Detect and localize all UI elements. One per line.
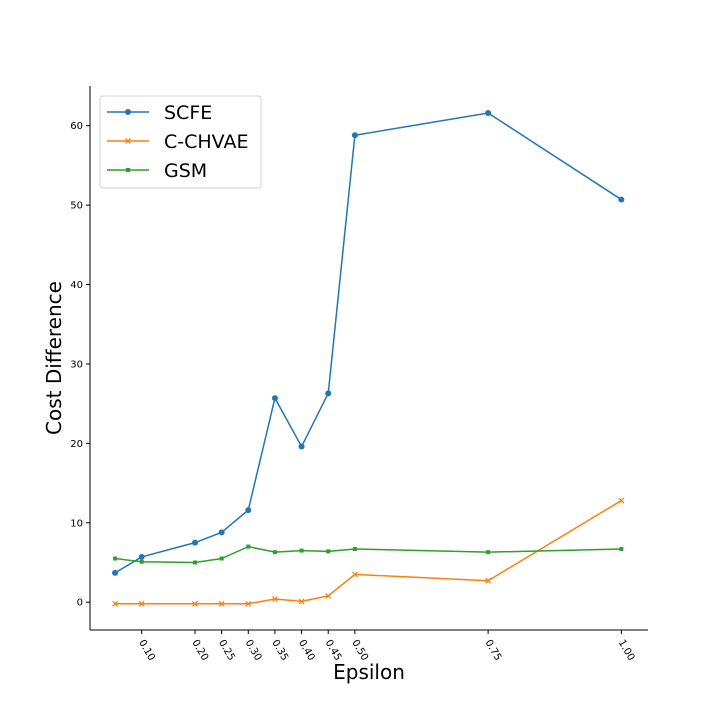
y-tick-label: 30 bbox=[70, 359, 83, 370]
x-tick-label: 0.35 bbox=[269, 638, 290, 663]
legend-label: GSM bbox=[164, 160, 207, 182]
data-point bbox=[325, 592, 332, 599]
y-tick-label: 50 bbox=[70, 201, 83, 212]
y-tick-label: 20 bbox=[70, 439, 83, 450]
data-point bbox=[112, 600, 119, 607]
x-tick-label: 0.20 bbox=[189, 638, 210, 663]
legend-label: SCFE bbox=[164, 102, 212, 124]
series-layer bbox=[112, 110, 625, 607]
data-point bbox=[618, 196, 625, 203]
legend-label: C-CHVAE bbox=[164, 131, 248, 153]
data-point bbox=[219, 556, 224, 561]
y-axis-title: Cost Difference bbox=[42, 281, 66, 435]
series-line bbox=[114, 545, 622, 564]
data-point bbox=[191, 539, 198, 546]
y-tick-label: 60 bbox=[70, 121, 83, 132]
y-tick-label: 40 bbox=[70, 280, 83, 291]
data-point bbox=[486, 550, 491, 555]
data-point bbox=[138, 600, 145, 607]
data-point bbox=[246, 544, 251, 549]
data-point bbox=[245, 507, 252, 514]
data-point bbox=[138, 553, 145, 560]
data-point bbox=[352, 546, 357, 551]
data-point bbox=[485, 110, 492, 117]
data-point bbox=[351, 132, 358, 139]
data-point bbox=[485, 577, 492, 584]
data-point bbox=[272, 550, 277, 555]
legend: SCFE C-CHVAE GSM bbox=[99, 95, 262, 189]
x-tick-label: 0.30 bbox=[243, 638, 264, 663]
x-tick-label: 0.40 bbox=[296, 638, 317, 663]
series-c-chvae bbox=[112, 497, 625, 607]
legend-frame bbox=[99, 95, 262, 189]
data-point bbox=[192, 600, 198, 607]
data-point bbox=[112, 569, 119, 576]
x-tick-label: 0.75 bbox=[483, 638, 504, 663]
data-point bbox=[192, 560, 197, 565]
data-point bbox=[325, 390, 332, 397]
x-tick-label: 0.10 bbox=[136, 638, 157, 663]
data-point bbox=[619, 546, 624, 551]
x-tick-label: 0.25 bbox=[216, 638, 237, 663]
data-point bbox=[351, 571, 358, 578]
data-point bbox=[113, 556, 118, 561]
data-point bbox=[618, 497, 625, 504]
y-tick-label: 0 bbox=[77, 598, 83, 609]
data-point bbox=[298, 598, 305, 605]
x-axis-title: Epsilon bbox=[333, 660, 405, 684]
legend-marker bbox=[125, 138, 131, 144]
series-scfe bbox=[112, 110, 625, 576]
data-point bbox=[298, 443, 305, 450]
data-point bbox=[218, 600, 225, 607]
legend-entry: C-CHVAE bbox=[107, 131, 248, 153]
data-point bbox=[299, 548, 304, 553]
data-point bbox=[218, 529, 225, 536]
x-tick-label: 1.00 bbox=[616, 638, 637, 663]
legend-entry: GSM bbox=[107, 160, 207, 182]
data-point bbox=[245, 600, 252, 607]
y-tick-label: 10 bbox=[70, 518, 83, 529]
data-point bbox=[271, 395, 278, 402]
data-point bbox=[271, 596, 278, 602]
series-gsm bbox=[113, 544, 624, 565]
series-line bbox=[115, 499, 622, 605]
legend-entry: SCFE bbox=[107, 102, 212, 124]
legend-marker bbox=[126, 168, 130, 172]
data-point bbox=[326, 549, 331, 554]
data-point bbox=[139, 559, 144, 564]
y-axis-ticks: 0 10 20 30 40 50 60 bbox=[70, 121, 90, 609]
x-axis-ticks: 0.10 0.20 0.25 0.30 0.35 0.40 0.45 0.50 0.75 1.00 bbox=[136, 630, 636, 663]
legend-marker bbox=[125, 109, 131, 115]
